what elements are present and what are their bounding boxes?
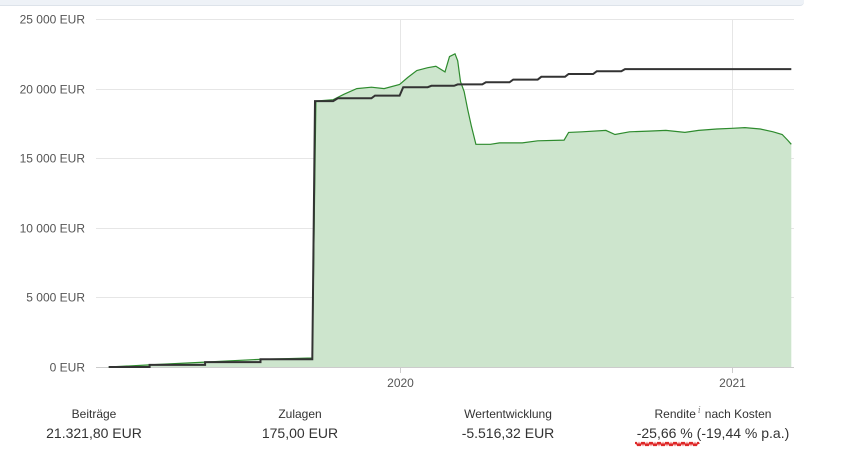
stat-return-label: Rendite i nach Kosten xyxy=(608,405,818,423)
y-tick-label: 25 000 EUR xyxy=(20,13,86,27)
stat-allowances-label: Zulagen xyxy=(278,407,322,421)
stat-allowances-value: 175,00 EUR xyxy=(261,425,339,441)
stat-return-value: -25,66 % (-19,44 % p.a.) xyxy=(608,423,818,447)
stat-return-total: -25,66 % xyxy=(634,425,700,447)
y-tick-label: 20 000 EUR xyxy=(20,83,86,97)
stat-return-label-text: Rendite xyxy=(654,407,696,421)
x-tick-label: 2021 xyxy=(719,376,746,390)
y-tick-label: 15 000 EUR xyxy=(20,152,86,166)
top-panel-edge xyxy=(0,0,804,6)
spellcheck-underline xyxy=(634,441,700,447)
stat-contributions-label: Beiträge xyxy=(71,407,117,421)
value-area xyxy=(108,53,792,368)
portfolio-chart: 0 EUR 5 000 EUR 10 000 EUR 15 000 EUR 20 000… xyxy=(20,13,794,390)
y-axis: 0 EUR 5 000 EUR 10 000 EUR 15 000 EUR 20 000… xyxy=(20,13,86,375)
y-tick-label: 5 000 EUR xyxy=(26,291,85,305)
stat-value-change-value: -5.516,32 EUR xyxy=(461,425,555,441)
info-icon[interactable]: i xyxy=(697,406,701,416)
contributions-line xyxy=(108,68,792,368)
stat-contributions: Beiträge 21.321,80 EUR xyxy=(14,405,174,443)
stat-value-change: Wertentwicklung -5.516,32 EUR xyxy=(428,405,588,443)
stat-allowances: Zulagen 175,00 EUR xyxy=(220,405,380,443)
stat-return-pa: (-19,44 % p.a.) xyxy=(696,425,790,441)
stat-return: Rendite i nach Kosten -25,66 % (-19,44 % p… xyxy=(608,405,818,447)
y-tick-label: 10 000 EUR xyxy=(20,222,86,236)
value-line xyxy=(108,52,792,368)
x-axis: 2020 2021 xyxy=(387,367,746,390)
stat-contributions-value: 21.321,80 EUR xyxy=(46,425,142,441)
stat-return-total-text: -25,66 % xyxy=(636,425,693,441)
stat-value-change-label: Wertentwicklung xyxy=(464,407,552,421)
stat-return-label-suffix: nach Kosten xyxy=(704,407,772,421)
summary-stats: Beiträge 21.321,80 EUR Zulagen 175,00 EU… xyxy=(0,405,846,458)
y-tick-label: 0 EUR xyxy=(50,361,86,375)
x-tick-label: 2020 xyxy=(387,376,414,390)
plot-area xyxy=(108,52,792,368)
